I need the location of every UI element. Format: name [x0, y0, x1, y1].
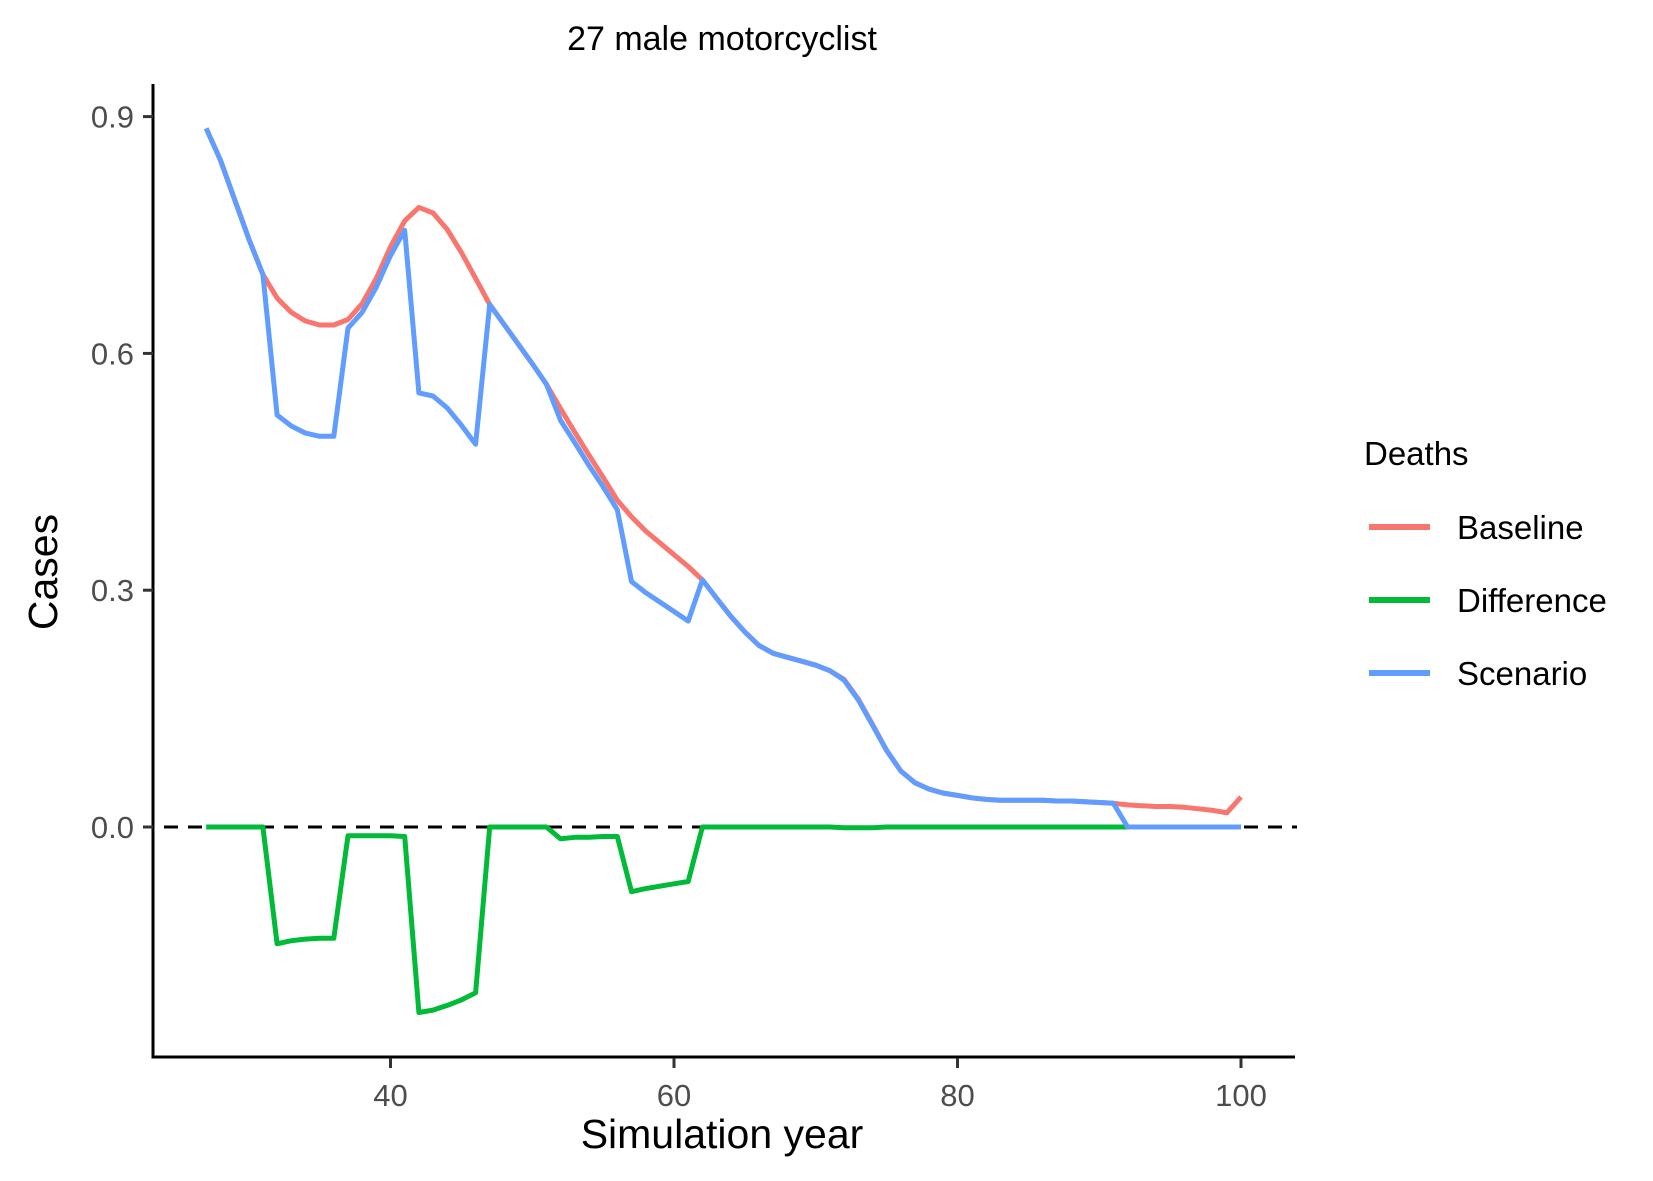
y-tick-label: 0.6	[91, 336, 134, 371]
x-tick-label: 100	[1215, 1078, 1267, 1113]
x-axis-ticks: 40 60 80 100	[373, 1058, 1267, 1113]
chart-title: 27 male motorcyclist	[567, 20, 877, 58]
legend-label-scenario: Scenario	[1457, 655, 1587, 692]
series-line-scenario	[203, 127, 1241, 830]
series-line-baseline	[203, 127, 1243, 816]
legend-items: Baseline Difference Scenario	[1369, 509, 1607, 692]
y-axis-title: Cases	[20, 514, 66, 630]
x-tick-label: 80	[940, 1078, 974, 1113]
legend: Deaths Baseline Difference Scenario	[1364, 435, 1607, 692]
legend-label-difference: Difference	[1457, 582, 1607, 619]
legend-title: Deaths	[1364, 435, 1469, 472]
series-line-difference	[206, 824, 1241, 1015]
y-tick-label: 0.3	[91, 573, 134, 608]
x-tick-label: 40	[373, 1078, 407, 1113]
x-axis-title: Simulation year	[581, 1111, 864, 1157]
legend-label-baseline: Baseline	[1457, 509, 1584, 546]
y-axis-ticks: 0.0 0.3 0.6 0.9	[91, 100, 153, 845]
y-tick-label: 0.9	[91, 100, 134, 135]
x-tick-label: 60	[657, 1078, 691, 1113]
plot-panel	[164, 127, 1297, 1015]
y-tick-label: 0.0	[91, 810, 134, 845]
